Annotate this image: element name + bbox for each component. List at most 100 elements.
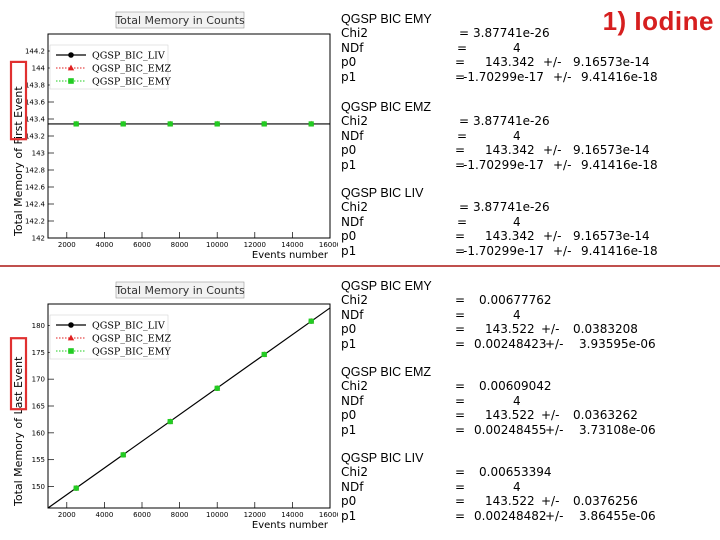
fit-title: QGSP BIC EMZ	[341, 365, 711, 379]
fit-value: 9.41416e-18	[581, 69, 658, 84]
legend-label: QGSP_BIC_LIV	[92, 321, 165, 332]
x-tick-label: 8000	[171, 511, 189, 519]
legend-label: QGSP_BIC_EMY	[92, 347, 171, 358]
fit-p0-row: p0 = 143.342 +/- 9.16573e-14	[341, 229, 711, 243]
y-tick-label: 143.2	[25, 133, 45, 141]
last-event-plot: Total Memory in Counts 150 155 160 165 170 175…	[8, 272, 338, 534]
fit-value: 0.0383208	[573, 322, 638, 337]
fit-p1-row: p1 = -1.70299e-17 +/- 9.41416e-18	[341, 244, 711, 258]
fit-title: QGSP BIC LIV	[341, 186, 711, 200]
y-axis-label-highlight: First Event	[12, 86, 25, 145]
fit-value: +/-	[553, 69, 572, 84]
legend-marker	[68, 322, 74, 328]
fit-chi2-row: Chi2 = 0.00677762	[341, 293, 711, 307]
highlight-box	[9, 60, 28, 141]
fit-value: 143.522	[485, 494, 535, 509]
y-tick-label: 170	[32, 376, 45, 384]
fit-value: =	[455, 143, 466, 158]
y-tick-label: 144	[32, 65, 46, 73]
fit-chi2-row: Chi2 = 3.87741e-26	[341, 114, 711, 128]
y-tick-label: 142.4	[25, 201, 46, 209]
fit-value: NDf	[341, 479, 364, 494]
data-point	[167, 418, 173, 425]
first-event-plot: Total Memory in Counts 142 142.2 142.4 142.6…	[8, 2, 338, 264]
fit-value: =	[455, 422, 466, 437]
y-tick-label: 175	[32, 349, 45, 357]
legend-marker	[68, 78, 74, 84]
fit-value: =	[455, 157, 466, 172]
fit-value: p1	[341, 243, 357, 258]
fit-value: Chi2	[341, 379, 368, 394]
fit-value: p0	[341, 55, 357, 70]
fit-value: 9.16573e-14	[573, 229, 650, 244]
y-tick-label: 143.6	[25, 99, 46, 107]
y-tick-label: 144.2	[25, 48, 45, 56]
y-axis-label: Total Memory of First Event	[12, 86, 25, 237]
slide-title: 1) Iodine	[602, 6, 714, 36]
legend-marker	[68, 52, 74, 58]
fit-line	[47, 307, 331, 509]
fit-value: p1	[341, 336, 357, 351]
fit-value: 4	[513, 393, 521, 408]
fit-value: 4	[513, 479, 521, 494]
fit-value: p1	[341, 157, 357, 172]
fit-value: p1	[341, 508, 357, 523]
fit-p1-row: p1 = 0.00248455 +/- 3.73108e-06	[341, 423, 711, 437]
fit-value: 0.00248423	[474, 336, 547, 351]
legend-marker	[68, 348, 74, 354]
chart-title: Total Memory in Counts	[114, 14, 245, 27]
fit-value: =	[459, 26, 470, 41]
fit-value: =	[455, 55, 466, 70]
fit-value: 9.16573e-14	[573, 143, 650, 158]
data-point	[214, 385, 220, 391]
fit-value: +/-	[545, 336, 564, 351]
legend: QGSP_BIC_LIV QGSP_BIC_EMZ QGSP_BIC_EMY	[49, 314, 171, 360]
fit-value: =	[455, 293, 466, 308]
fit-title: QGSP BIC EMZ	[341, 100, 711, 114]
series-QGSP_BIC_EMY	[73, 121, 314, 127]
fit-value: +/-	[543, 55, 562, 70]
legend-marker	[67, 64, 75, 71]
y-tick-label: 142.6	[25, 184, 46, 192]
y-tick-label: 143.8	[25, 82, 45, 90]
fit-ndf-row: NDf = 4	[341, 129, 711, 143]
fit-p0-row: p0 = 143.522 +/- 0.0383208	[341, 322, 711, 336]
fit-result-block: QGSP BIC LIV Chi2 = 3.87741e-26 NDf = 4 …	[341, 186, 711, 258]
fit-value: =	[455, 243, 466, 258]
fit-value: =	[457, 40, 468, 55]
y-tick-label: 160	[32, 429, 45, 437]
fit-value: =	[455, 393, 466, 408]
y-tick-label: 142.8	[25, 167, 45, 175]
fit-p1-row: p1 = 0.00248423 +/- 3.93595e-06	[341, 337, 711, 351]
x-tick-label: 16000	[319, 511, 338, 519]
fit-value: 0.0376256	[573, 494, 638, 509]
data-point	[73, 121, 79, 127]
fit-title: QGSP BIC EMY	[341, 12, 711, 26]
fit-value: +/-	[541, 322, 560, 337]
fit-value: +/-	[541, 494, 560, 509]
y-tick-label: 143	[32, 150, 45, 158]
x-tick-label: 12000	[244, 241, 266, 249]
highlight-box	[9, 337, 28, 411]
fit-result-block: QGSP BIC EMZ Chi2 = 0.00609042 NDf = 4 p…	[341, 365, 711, 437]
x-tick-label: 4000	[95, 241, 113, 249]
y-axis-label-prefix: Total Memory of	[12, 414, 25, 507]
data-point	[167, 121, 173, 127]
fit-p0-row: p0 = 143.522 +/- 0.0376256	[341, 494, 711, 508]
fit-value: +/-	[543, 229, 562, 244]
data-point	[261, 121, 267, 127]
x-tick-label: 16000	[319, 241, 338, 249]
fit-value: =	[455, 229, 466, 244]
fit-value: +/-	[553, 243, 572, 258]
last-event-chart: Total Memory in Counts 150 155 160 165 170 175…	[9, 281, 338, 531]
fit-value: +/-	[553, 157, 572, 172]
fit-ndf-row: NDf = 4	[341, 480, 711, 494]
fit-value: =	[457, 128, 468, 143]
fit-value: 0.00609042	[479, 379, 552, 394]
fit-value: 9.41416e-18	[581, 157, 658, 172]
fit-value: p1	[341, 422, 357, 437]
legend-marker	[67, 334, 75, 341]
fit-ndf-row: NDf = 4	[341, 394, 711, 408]
fit-ndf-row: NDf = 4	[341, 41, 711, 55]
fit-result-block: QGSP BIC EMY Chi2 = 0.00677762 NDf = 4 p…	[341, 279, 711, 351]
